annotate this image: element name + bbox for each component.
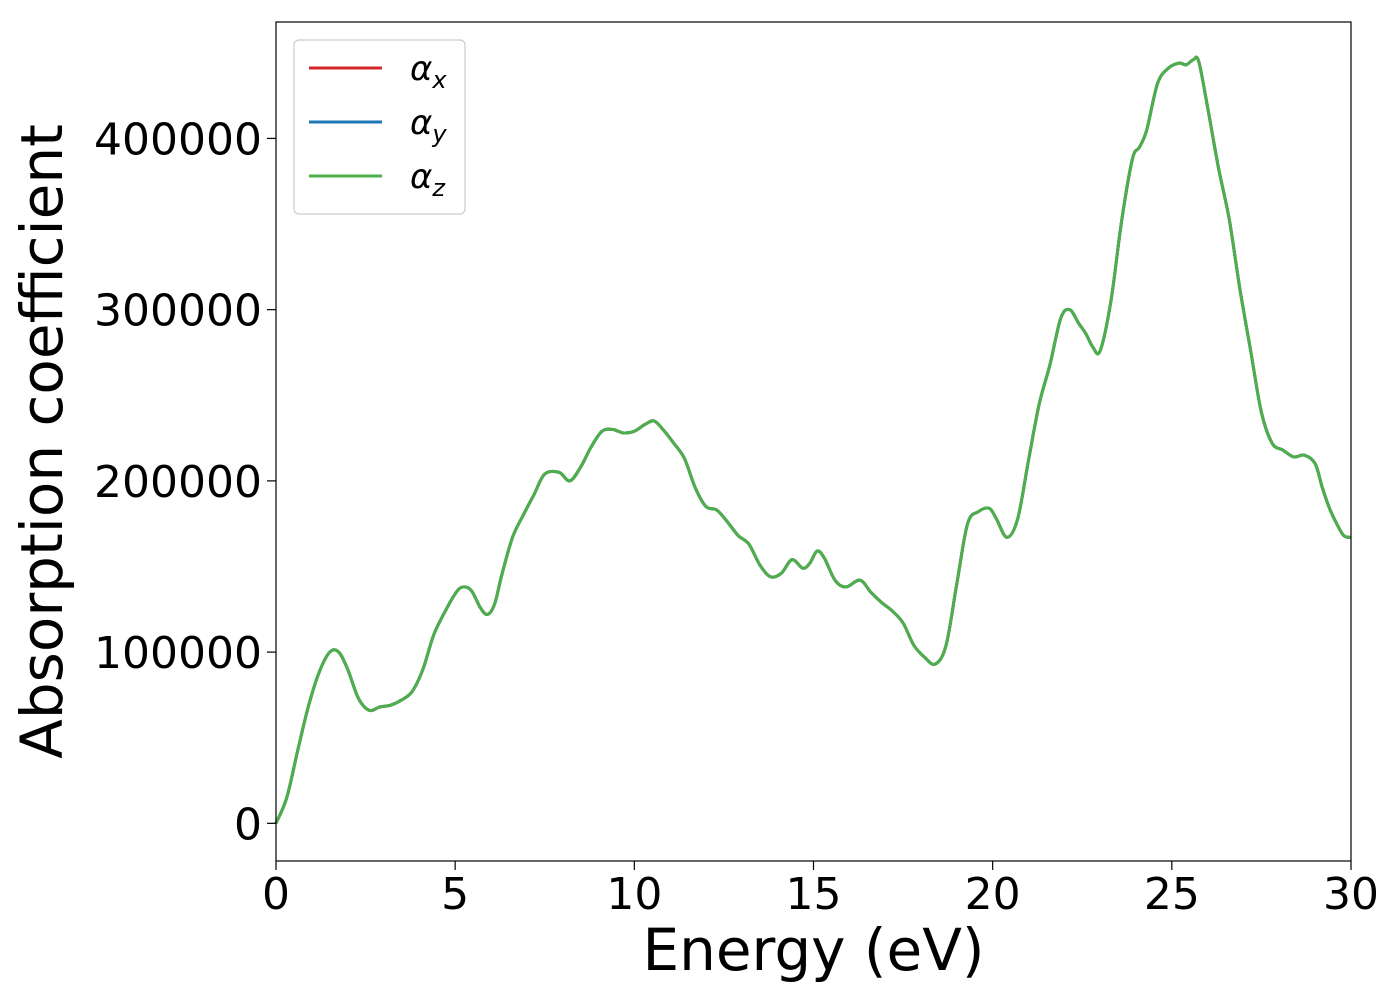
y-axis-label: Absorption coefficient <box>8 124 76 759</box>
x-tick-label: 0 <box>262 869 290 920</box>
x-tick-label: 5 <box>441 869 469 920</box>
y-tick-label: 100000 <box>94 628 262 679</box>
x-tick-label: 10 <box>606 869 662 920</box>
x-tick-label: 25 <box>1144 869 1200 920</box>
y-tick-label: 0 <box>234 799 262 850</box>
legend-label-z: αz <box>410 157 446 202</box>
y-tick-label: 300000 <box>94 286 262 337</box>
legend-box <box>293 39 466 215</box>
y-axis-ticks: 0 100000 200000 300000 400000 <box>94 114 276 850</box>
series-line-z <box>274 55 1352 824</box>
x-axis-label: Energy (eV) <box>642 916 984 984</box>
x-axis-ticks: 0 5 10 15 20 25 30 <box>262 861 1379 920</box>
legend-label-x: αx <box>410 49 447 94</box>
x-tick-label: 20 <box>965 869 1021 920</box>
x-tick-label: 30 <box>1323 869 1379 920</box>
y-tick-label: 400000 <box>94 114 262 165</box>
legend-label-y: αy <box>410 103 447 148</box>
legend: αx αy αz <box>293 39 466 215</box>
series-layer <box>274 55 1352 824</box>
x-tick-label: 15 <box>786 869 842 920</box>
y-tick-label: 200000 <box>94 457 262 508</box>
